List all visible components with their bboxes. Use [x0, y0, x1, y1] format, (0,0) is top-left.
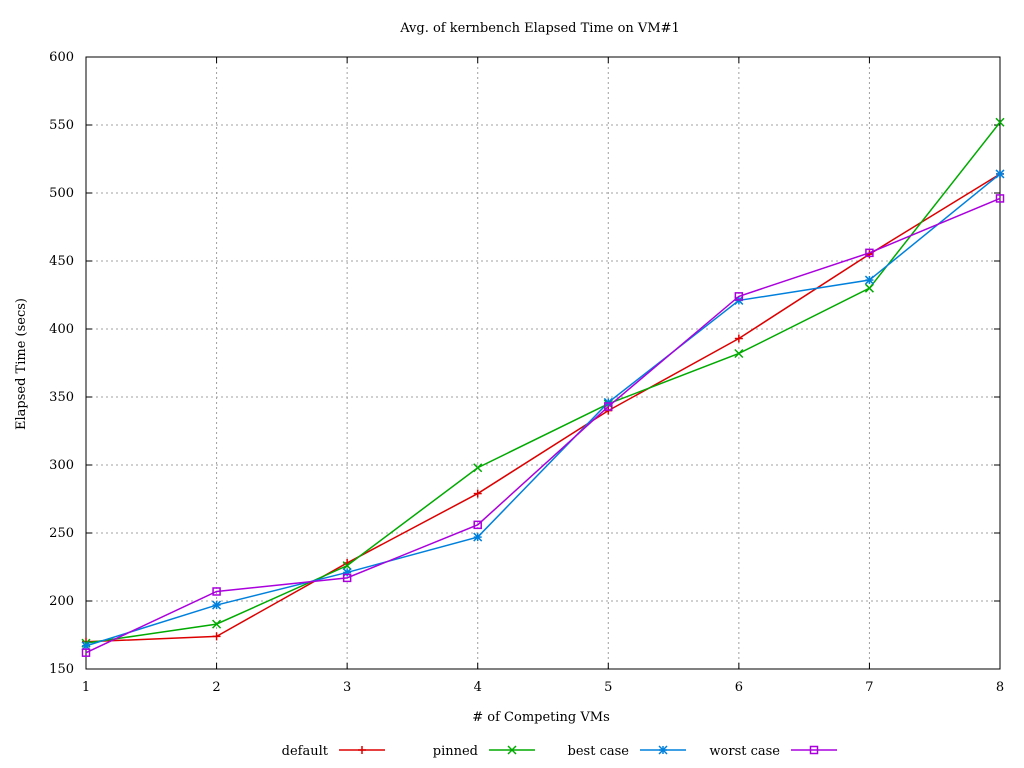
data-point: [864, 275, 874, 285]
y-axis-label: Elapsed Time (secs): [14, 298, 29, 430]
y-axis-ticks: 150 200 250 300 350 400 450 500 550 600: [49, 50, 1000, 677]
x-tick-label: 8: [996, 680, 1004, 695]
data-point: [81, 648, 91, 657]
data-point: [864, 283, 874, 293]
legend-item: worst case: [709, 744, 837, 759]
series-pinned: [81, 117, 1005, 648]
data-point: [212, 632, 221, 641]
y-tick-label: 550: [49, 118, 74, 133]
series-default: [82, 169, 1004, 646]
legend-label: worst case: [709, 744, 780, 759]
y-tick-label: 350: [49, 390, 74, 405]
x-tick-label: 5: [604, 680, 612, 695]
y-tick-label: 300: [49, 458, 74, 473]
data-point: [342, 561, 352, 571]
grid-lines: [86, 57, 1000, 669]
data-point: [212, 587, 221, 596]
legend-label: best case: [568, 744, 630, 759]
legend-marker: [358, 746, 366, 754]
data-point: [473, 520, 482, 530]
series-line: [85, 121, 1001, 644]
series-line: [85, 173, 1001, 643]
y-tick-label: 250: [49, 526, 74, 541]
x-tick-label: 1: [82, 680, 90, 695]
legend-label: default: [282, 744, 329, 759]
data-point: [995, 169, 1005, 179]
x-axis-ticks: 1 2 3 4 5 6 7 8: [82, 57, 1004, 695]
y-tick-label: 500: [49, 186, 74, 201]
data-point: [604, 402, 613, 411]
series-best-case: [81, 169, 1005, 651]
legend-marker: [507, 745, 517, 755]
series-line: [85, 173, 1001, 647]
legend-marker: [809, 745, 819, 755]
data-point: [734, 292, 744, 301]
legend: default pinned best case worst case: [282, 744, 837, 759]
chart-title: Avg. of kernbench Elapsed Time on VM#1: [399, 21, 680, 36]
data-point: [473, 489, 482, 498]
data-point: [734, 348, 744, 359]
data-point: [995, 117, 1005, 127]
legend-label: pinned: [433, 744, 478, 759]
y-tick-label: 400: [49, 322, 74, 337]
x-tick-label: 2: [212, 680, 220, 695]
data-point: [212, 600, 222, 610]
series-line: [85, 197, 1001, 654]
data-point: [995, 194, 1005, 203]
y-tick-label: 200: [49, 594, 74, 609]
data-point: [865, 248, 874, 258]
series-worst-case: [81, 194, 1005, 657]
series-lines: [81, 117, 1005, 657]
legend-item: pinned: [433, 744, 535, 759]
y-tick-label: 150: [49, 662, 74, 677]
x-tick-label: 6: [735, 680, 743, 695]
legend-item: best case: [568, 744, 686, 759]
data-point: [212, 619, 222, 629]
y-tick-label: 450: [49, 254, 74, 269]
legend-item: default: [282, 744, 385, 759]
x-tick-label: 7: [865, 680, 873, 695]
data-point: [473, 532, 483, 542]
data-point: [734, 334, 743, 343]
legend-marker: [658, 745, 668, 755]
data-point: [342, 573, 352, 583]
data-point: [473, 463, 483, 473]
plot-frame: [85, 56, 1001, 670]
y-tick-label: 600: [49, 50, 74, 65]
x-tick-label: 3: [343, 680, 351, 695]
x-axis-label: # of Competing VMs: [472, 710, 610, 725]
x-tick-label: 4: [474, 680, 482, 695]
